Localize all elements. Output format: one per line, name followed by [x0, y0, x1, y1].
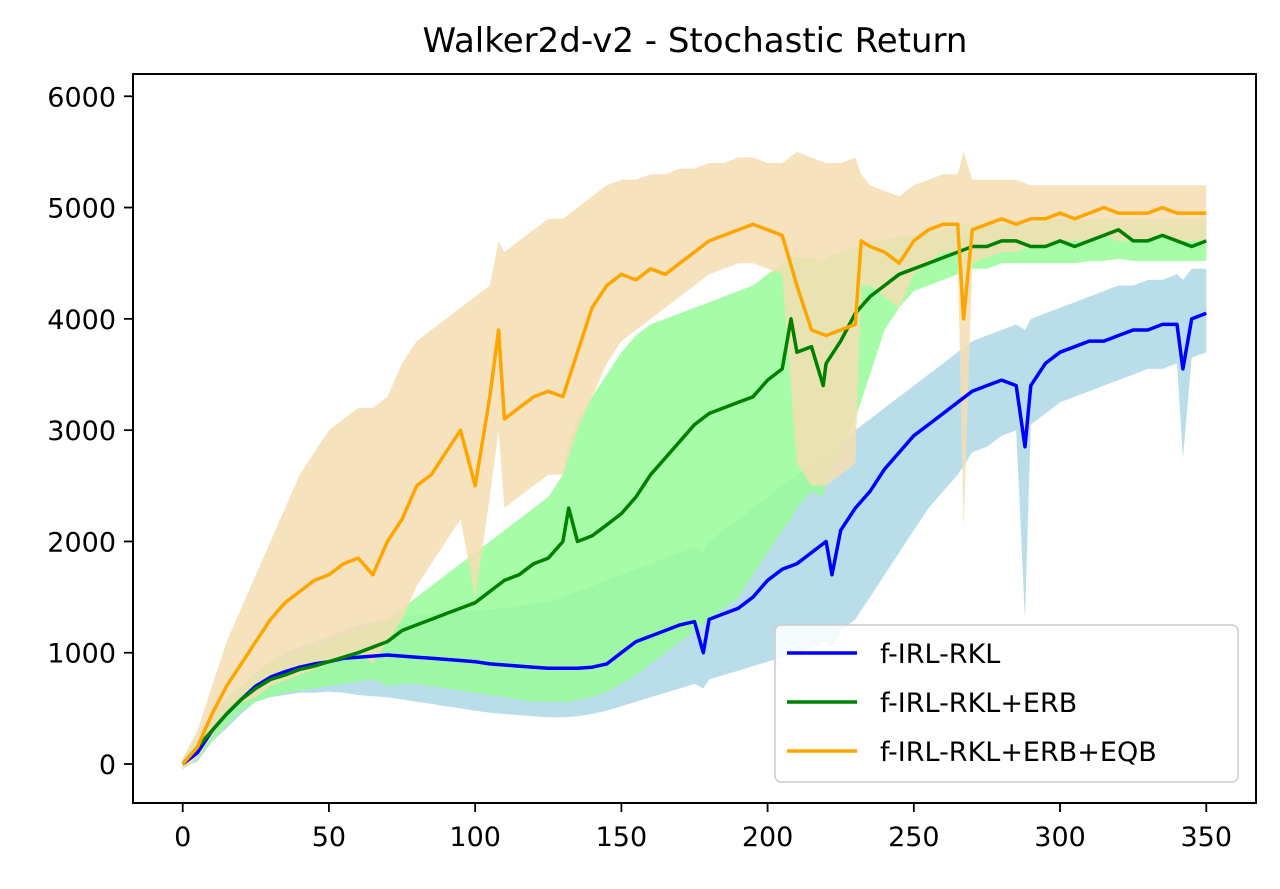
y-tick-label: 2000	[47, 527, 116, 558]
legend-label-f-irl-rkl-erb-eqb: f-IRL-RKL+ERB+EQB	[880, 737, 1157, 768]
line-f-irl-rkl-erb-eqb	[181, 205, 1207, 766]
x-axis-ticks: 0 50 100 150 200 250 300 350	[174, 803, 1232, 853]
line-f-irl-rkl-erb	[181, 228, 1207, 766]
y-tick-label: 3000	[47, 416, 116, 447]
y-tick-label: 0	[99, 750, 116, 781]
y-tick-label: 1000	[47, 639, 116, 670]
y-axis-ticks: 0 1000 2000 3000 4000 5000 6000	[47, 82, 133, 781]
chart-title: Walker2d-v2 - Stochastic Return	[423, 21, 968, 61]
confidence-bands-layer	[182, 151, 1207, 770]
legend-box	[774, 624, 1239, 783]
legend-label-f-irl-rkl-erb: f-IRL-RKL+ERB	[880, 688, 1077, 719]
band-f-irl-rkl-erb-eqb	[182, 151, 1207, 770]
line-f-irl-rkl	[181, 311, 1207, 766]
y-tick-label: 4000	[47, 305, 116, 336]
x-tick-label: 150	[596, 822, 648, 853]
x-tick-label: 200	[742, 822, 794, 853]
x-tick-label: 100	[449, 822, 501, 853]
x-tick-label: 50	[312, 822, 346, 853]
x-tick-label: 350	[1181, 822, 1233, 853]
x-tick-label: 250	[888, 822, 940, 853]
y-tick-label: 6000	[47, 82, 116, 113]
band-f-irl-rkl-erb	[182, 218, 1207, 770]
plot-frame	[132, 73, 1257, 804]
series-lines-layer	[181, 205, 1207, 766]
x-tick-label: 0	[174, 822, 191, 853]
legend: f-IRL-RKL f-IRL-RKL+ERB f-IRL-RKL+ERB+EQ…	[774, 624, 1239, 783]
x-tick-label: 300	[1034, 822, 1086, 853]
y-tick-label: 5000	[47, 194, 116, 225]
legend-label-f-irl-rkl: f-IRL-RKL	[880, 639, 1000, 670]
